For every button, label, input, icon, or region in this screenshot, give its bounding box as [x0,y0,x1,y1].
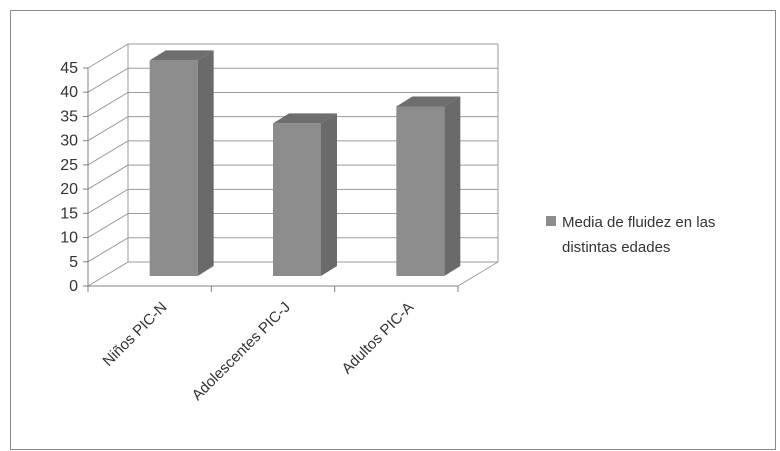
bar-side [197,50,214,276]
chart-border [10,10,776,450]
floor-right-edge [457,261,499,287]
y-tick-label: 30 [60,133,78,150]
bar-front [396,106,445,276]
legend-swatch [546,216,556,226]
bar [396,96,461,276]
gridline-side [87,164,129,190]
bar-top [149,50,214,61]
y-tick-label: 5 [69,254,78,271]
bar-top [273,113,337,124]
gridline-side [87,43,129,69]
bar-side [444,96,461,276]
legend: Media de fluidez en las distintas edades [546,214,715,256]
bar-side [321,113,337,277]
gridline-side [87,237,129,263]
y-tick-label: 35 [60,108,78,125]
y-tick-label: 20 [60,181,78,198]
gridline-side [87,213,129,238]
y-tick-label: 10 [60,230,78,247]
bar-front [149,60,198,276]
y-tick-label: 0 [69,278,78,295]
y-tick-label: 45 [60,60,78,77]
gridline-side [87,188,129,214]
bar-front [273,123,321,277]
axes [83,67,459,292]
gridline-side [87,92,129,117]
legend-entry-label: distintas edades [562,239,670,256]
y-tick-label: 25 [60,157,78,174]
bars [149,50,461,277]
bar [149,50,214,276]
gridline-side [87,140,129,166]
gridline-side [87,67,129,93]
legend-entry-label: Media de fluidez en las [562,214,715,231]
y-tick-label: 15 [60,205,78,222]
y-tick-label: 40 [60,84,78,101]
bar [273,113,337,277]
gridline-side [87,261,129,287]
bar-top [396,96,461,107]
gridline-side [87,116,129,142]
